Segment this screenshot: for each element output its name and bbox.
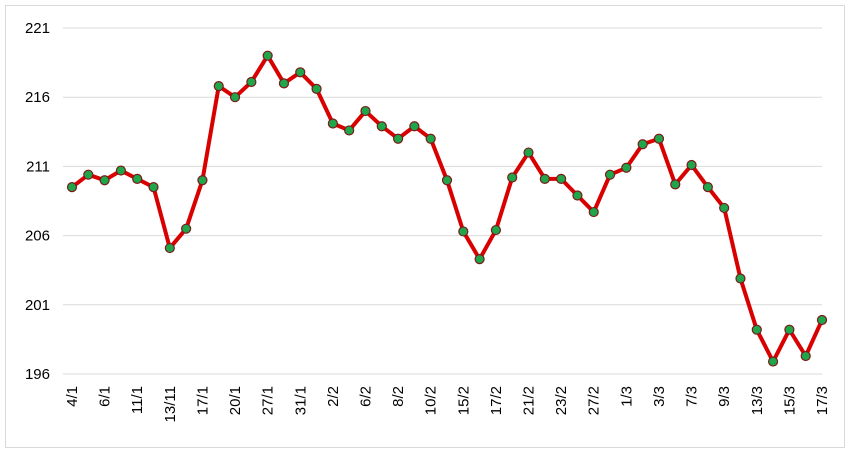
- data-point: [719, 202, 730, 214]
- y-tick-label: 216: [25, 89, 50, 106]
- data-point: [262, 50, 273, 61]
- data-point: [637, 139, 648, 150]
- data-point: [148, 182, 159, 193]
- data-point: [767, 356, 779, 367]
- data-point: [523, 147, 534, 158]
- data-point: [164, 242, 175, 254]
- series-line: [70, 53, 824, 364]
- data-point: [751, 324, 762, 335]
- x-tick-label: 7/3: [684, 386, 701, 407]
- x-tick-label: 17/3: [814, 386, 831, 415]
- x-tick-label: 23/2: [553, 386, 570, 415]
- data-point: [132, 173, 143, 184]
- data-point: [66, 182, 78, 193]
- y-tick-label: 206: [25, 228, 50, 245]
- data-point: [507, 172, 518, 183]
- x-tick-label: 21/2: [521, 386, 538, 415]
- data-point: [784, 324, 795, 335]
- data-point: [490, 224, 502, 236]
- x-tick-label: 15/3: [781, 386, 798, 415]
- data-point: [360, 105, 371, 117]
- data-point: [181, 223, 192, 234]
- x-tick-label: 8/2: [390, 386, 407, 407]
- data-point: [735, 273, 746, 284]
- x-tick-label: 6/1: [97, 386, 114, 407]
- data-point: [99, 175, 110, 186]
- x-tick-label: 31/1: [292, 386, 309, 415]
- x-axis-ticks: 4/1 6/1 11/1 13/11 17/1 20/1 27/1 31/1 2/2 6/2 8/2…: [64, 386, 831, 422]
- data-point: [539, 173, 550, 184]
- x-tick-label: 27/2: [586, 386, 603, 415]
- data-point: [588, 206, 599, 218]
- data-point: [621, 162, 632, 173]
- x-tick-label: 13/11: [162, 386, 179, 422]
- data-point: [458, 226, 469, 237]
- x-tick-label: 17/1: [194, 386, 211, 415]
- data-point: [604, 169, 616, 180]
- data-point: [213, 81, 224, 92]
- x-tick-label: 13/3: [749, 386, 766, 415]
- x-tick-label: 6/2: [357, 386, 374, 407]
- y-tick-label: 201: [25, 297, 50, 314]
- data-point: [425, 133, 436, 144]
- y-tick-label: 221: [25, 20, 50, 37]
- x-tick-label: 17/2: [488, 386, 505, 415]
- series: [66, 50, 828, 367]
- data-point: [670, 179, 681, 190]
- x-tick-label: 10/2: [423, 386, 440, 415]
- data-point: [572, 190, 583, 201]
- data-point: [246, 76, 257, 88]
- y-axis-ticks: 196 201 206 211 216 221: [25, 20, 50, 383]
- x-tick-label: 15/2: [455, 386, 472, 415]
- x-tick-label: 20/1: [227, 386, 244, 415]
- data-point: [197, 175, 208, 186]
- x-tick-label: 3/3: [651, 386, 668, 407]
- x-tick-label: 11/1: [129, 386, 146, 414]
- data-point: [702, 182, 713, 193]
- data-point: [556, 173, 567, 184]
- data-point: [295, 67, 306, 78]
- data-point: [392, 133, 404, 144]
- data-point: [344, 125, 355, 136]
- data-point: [278, 78, 290, 89]
- data-point: [686, 159, 697, 171]
- data-point: [800, 350, 811, 362]
- y-tick-label: 211: [26, 158, 50, 175]
- data-point: [327, 118, 338, 129]
- data-point: [311, 83, 322, 94]
- data-point: [376, 121, 387, 132]
- x-tick-label: 2/2: [325, 386, 342, 407]
- data-point: [441, 175, 453, 186]
- data-point: [409, 121, 420, 132]
- x-tick-label: 4/1: [64, 386, 81, 407]
- x-tick-label: 27/1: [260, 386, 277, 415]
- data-point: [229, 92, 241, 103]
- x-tick-label: 1/3: [618, 386, 635, 407]
- data-point: [653, 133, 665, 144]
- data-point: [83, 169, 94, 180]
- x-tick-label: 9/3: [716, 386, 733, 407]
- data-point: [474, 254, 485, 265]
- y-tick-label: 196: [25, 366, 50, 383]
- data-point: [115, 165, 127, 176]
- data-point: [816, 314, 828, 326]
- grid-lines: [63, 27, 822, 375]
